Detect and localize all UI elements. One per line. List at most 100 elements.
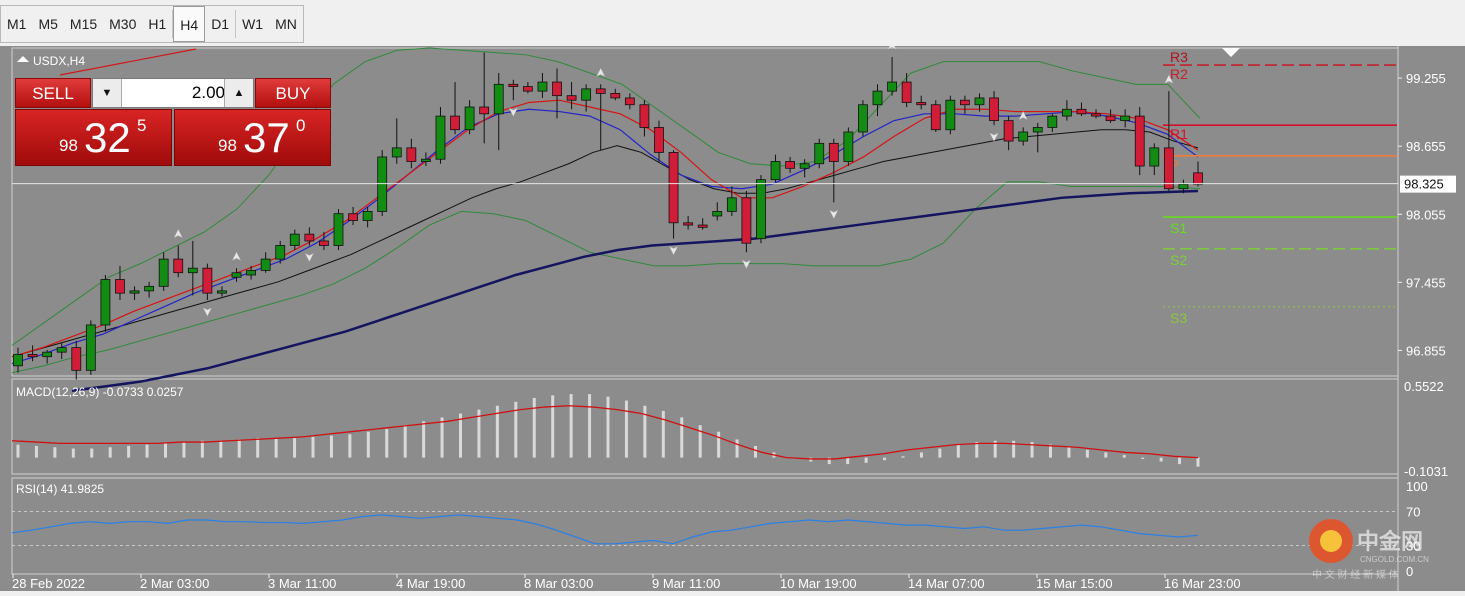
- macd-histogram-bar: [717, 431, 721, 458]
- fractal-arrow-icon: [508, 107, 518, 117]
- timeframe-d1[interactable]: D1: [211, 16, 230, 32]
- macd-histogram-bar: [1049, 444, 1052, 458]
- timeframe-w1[interactable]: W1: [242, 16, 264, 32]
- pivot-label-r1: R1: [1170, 126, 1188, 142]
- candle: [406, 138, 417, 169]
- macd-histogram-bar: [532, 397, 536, 458]
- chart-shift-icon[interactable]: [1222, 48, 1240, 57]
- pivot-label-r2: R2: [1170, 66, 1188, 82]
- macd-histogram-bar: [256, 438, 260, 458]
- candle: [654, 120, 664, 162]
- macd-tick-label: 0.5522: [1404, 379, 1444, 394]
- sell-button[interactable]: SELL: [15, 78, 91, 108]
- candle: [581, 84, 592, 112]
- macd-histogram-bar: [735, 439, 739, 458]
- macd-histogram-bar: [1030, 442, 1034, 458]
- candle: [872, 84, 883, 117]
- macd-histogram-bar: [237, 439, 241, 458]
- pivot-label-p: P: [1170, 157, 1179, 173]
- rsi-label: RSI(14) 41.9825: [16, 482, 104, 496]
- macd-panel-frame: [11, 378, 1399, 475]
- candle: [333, 209, 344, 251]
- candle: [246, 265, 256, 280]
- candle: [799, 159, 810, 178]
- candle: [741, 191, 752, 253]
- time-tick-label: 4 Mar 19:00: [396, 576, 465, 591]
- sell-price-prefix: 98: [59, 136, 78, 155]
- candle: [158, 252, 169, 291]
- macd-label: MACD(12,26,9) -0.0733 0.0257: [16, 385, 184, 399]
- timeframe-m5[interactable]: M5: [38, 16, 58, 32]
- macd-histogram-bar: [551, 395, 555, 458]
- one-click-trade-panel: SELL ▼ ▲ BUY 98 32 5 98 37 0: [15, 78, 331, 166]
- rsi-tick-label: 100: [1406, 479, 1428, 494]
- sell-price-fraction: 5: [137, 116, 147, 135]
- macd-histogram-bar: [219, 440, 223, 458]
- chart-area[interactable]: R3 R2 R1 P S1 S2 S3 98.325 99.255 98.655 98.055 97.…: [0, 35, 1465, 591]
- macd-histogram-bar: [293, 438, 297, 458]
- timeframe-m30[interactable]: M30: [109, 16, 137, 32]
- pivot-label-s1: S1: [1170, 220, 1187, 236]
- candle: [13, 347, 23, 373]
- time-tick-label: 15 Mar 15:00: [1036, 576, 1113, 591]
- macd-tick-label: -0.1031: [1404, 464, 1448, 479]
- toolbar-separator: [172, 10, 174, 38]
- macd-histogram-bar: [164, 443, 167, 458]
- fractal-arrow-icon: [173, 228, 183, 239]
- lot-increase-icon[interactable]: ▲: [224, 79, 253, 107]
- trendline[interactable]: [59, 48, 197, 76]
- fractal-arrow-icon: [887, 40, 897, 50]
- macd-histogram-bar: [329, 435, 333, 458]
- price-tick-label: 96.855: [1406, 343, 1446, 358]
- lot-decrease-icon[interactable]: ▼: [93, 79, 122, 107]
- rsi-tick-label: 70: [1406, 505, 1420, 520]
- candle: [217, 286, 227, 297]
- lot-size-input[interactable]: [123, 79, 227, 107]
- macd-histogram-bar: [477, 409, 481, 458]
- timeframe-h1[interactable]: H1: [148, 16, 167, 32]
- macd-histogram-bar: [34, 445, 38, 458]
- candle: [1134, 107, 1145, 176]
- buy-price-box[interactable]: 98 37 0: [174, 109, 331, 166]
- candle: [42, 349, 53, 364]
- fractal-arrow-icon: [231, 251, 242, 261]
- candle: [814, 138, 825, 169]
- price-tick-label: 98.655: [1406, 139, 1446, 154]
- sell-price-box[interactable]: 98 32 5: [15, 109, 172, 166]
- timeframe-m15[interactable]: M15: [69, 16, 98, 32]
- macd-histogram-bar: [1141, 457, 1145, 459]
- candle: [129, 286, 140, 300]
- candle: [1105, 109, 1116, 123]
- macd-histogram-bar: [127, 445, 131, 458]
- buy-button[interactable]: BUY: [255, 78, 331, 108]
- candle: [1120, 109, 1131, 128]
- candle: [1076, 102, 1087, 117]
- macd-histogram-bar: [1067, 447, 1071, 458]
- candle: [610, 88, 621, 101]
- watermark-url: CNGOLD.COM.CN: [1360, 555, 1429, 564]
- candle: [71, 340, 82, 380]
- candle: [537, 72, 548, 98]
- candle: [508, 79, 519, 101]
- timeframe-m1[interactable]: M1: [7, 16, 27, 32]
- fractal-arrow-icon: [741, 259, 751, 269]
- time-tick-label: 10 Mar 19:00: [780, 576, 857, 591]
- candle: [1061, 100, 1072, 121]
- timeframe-mn[interactable]: MN: [275, 16, 297, 32]
- candle: [858, 100, 868, 137]
- macd-histogram-bar: [1159, 457, 1163, 462]
- fractal-arrow-icon: [829, 209, 839, 219]
- pivot-label-s2: S2: [1170, 252, 1187, 268]
- macd-histogram-bar: [182, 442, 186, 458]
- candle: [1047, 113, 1058, 132]
- candle: [683, 215, 694, 230]
- macd-histogram-bar: [311, 436, 315, 458]
- macd-histogram-bar: [993, 440, 997, 458]
- timeframe-h4[interactable]: H4: [173, 6, 206, 42]
- collapse-icon[interactable]: [17, 56, 29, 62]
- pivot-label-s3: S3: [1170, 310, 1187, 326]
- candle: [56, 343, 67, 359]
- price-tick-label: 97.455: [1406, 275, 1446, 290]
